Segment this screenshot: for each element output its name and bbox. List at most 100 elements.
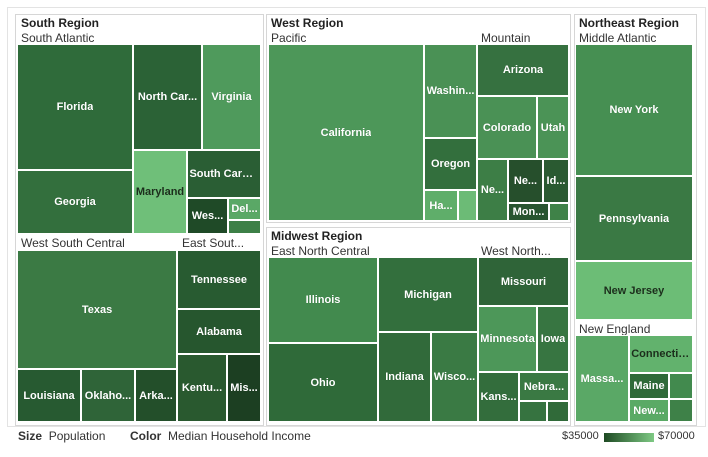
state-label: Wisco... — [433, 371, 476, 383]
state-tile[interactable]: Louisiana — [17, 369, 81, 422]
state-label: New York — [609, 104, 659, 116]
state-label: Florida — [56, 101, 94, 113]
state-tile[interactable]: Ne... — [477, 159, 508, 221]
state-tile[interactable]: Colorado — [477, 96, 537, 159]
state-tile[interactable]: Missouri — [478, 257, 569, 306]
state-tile[interactable]: Arizona — [477, 44, 569, 96]
state-label: Oklaho... — [84, 389, 132, 402]
state-label: Pennsylvania — [598, 212, 670, 225]
state-label: Mis... — [230, 382, 258, 394]
division-title: Mountain — [481, 31, 531, 45]
state-tile[interactable]: Utah — [537, 96, 569, 159]
state-tile[interactable] — [519, 401, 547, 422]
state-tile[interactable]: Georgia — [17, 170, 133, 234]
state-tile[interactable]: Nebra... — [519, 372, 569, 401]
size-measure: Population — [48, 429, 106, 443]
division-title: West North... — [481, 244, 551, 258]
division-title: New England — [579, 322, 651, 336]
state-tile[interactable]: Texas — [17, 250, 177, 369]
state-tile[interactable]: Tennessee — [177, 250, 261, 309]
state-tile[interactable]: New Jersey — [575, 261, 693, 320]
state-tile[interactable] — [547, 401, 569, 422]
state-tile[interactable]: Ne... — [508, 159, 543, 203]
state-tile[interactable]: Ha... — [424, 190, 458, 221]
state-label: Iowa — [540, 333, 566, 345]
state-tile[interactable] — [669, 399, 693, 422]
state-label: Arka... — [139, 389, 173, 402]
state-label: Id... — [546, 175, 566, 187]
state-label: Tennessee — [190, 273, 248, 286]
division-title: South Atlantic — [21, 31, 95, 45]
state-label: Maine — [633, 380, 665, 392]
state-label: New Jersey — [603, 284, 665, 297]
state-label: Missouri — [500, 275, 547, 288]
color-measure: Median Household Income — [168, 429, 311, 443]
color-scale-bar — [604, 433, 654, 442]
state-tile[interactable]: Wes... — [187, 198, 228, 234]
state-tile[interactable]: Indiana — [378, 332, 431, 422]
region-title: South Region — [21, 16, 99, 30]
region-title: Northeast Region — [579, 16, 680, 30]
state-tile[interactable]: New... — [629, 399, 669, 422]
state-label: Texas — [81, 303, 113, 316]
state-label: Illinois — [305, 294, 341, 306]
size-legend: Size Population — [18, 429, 105, 443]
state-tile[interactable]: Kentu... — [177, 354, 227, 422]
state-tile[interactable]: Iowa — [537, 306, 569, 372]
state-tile[interactable]: Wisco... — [431, 332, 478, 422]
state-tile[interactable]: Oklaho... — [81, 369, 135, 422]
state-tile[interactable]: North Car... — [133, 44, 202, 150]
state-label: Kentu... — [181, 382, 223, 394]
state-tile[interactable] — [549, 203, 569, 221]
color-key: Color — [130, 429, 162, 443]
state-label: Washin... — [426, 85, 475, 97]
division-title: East North Central — [271, 244, 370, 258]
division-title: West South Central — [21, 236, 125, 250]
state-tile[interactable]: Michigan — [378, 257, 478, 332]
state-label: Nebra... — [523, 380, 565, 393]
state-label: Oregon — [430, 158, 471, 170]
state-tile[interactable]: Id... — [543, 159, 569, 203]
state-label: Louisiana — [23, 389, 75, 402]
state-label: Minnesota — [480, 333, 535, 345]
state-tile[interactable]: Oregon — [424, 138, 477, 190]
state-tile[interactable] — [228, 220, 261, 234]
state-tile[interactable]: Virginia — [202, 44, 261, 150]
state-label: Wes... — [191, 210, 224, 222]
state-label: Utah — [540, 121, 566, 134]
state-label: South Carol... — [189, 168, 259, 180]
state-tile[interactable]: Illinois — [268, 257, 378, 343]
state-label: Connecticut — [631, 348, 691, 360]
state-tile[interactable] — [458, 190, 477, 221]
state-label: Kans... — [480, 391, 517, 403]
state-tile[interactable]: Alabama — [177, 309, 261, 354]
state-tile[interactable]: Connecticut — [629, 335, 693, 373]
state-label: Michigan — [404, 288, 452, 301]
state-tile[interactable]: Massa... — [575, 335, 629, 422]
state-tile[interactable]: Ohio — [268, 343, 378, 422]
state-tile[interactable]: Del... — [228, 198, 261, 220]
state-label: Maryland — [135, 186, 185, 198]
state-tile[interactable]: Washin... — [424, 44, 477, 138]
state-tile[interactable]: Mis... — [227, 354, 261, 422]
region-title: West Region — [271, 16, 344, 30]
state-tile[interactable]: Arka... — [135, 369, 177, 422]
state-tile[interactable]: Mon... — [508, 203, 549, 221]
state-tile[interactable]: New York — [575, 44, 693, 176]
state-label: Massa... — [580, 372, 624, 385]
state-tile[interactable]: California — [268, 44, 424, 221]
division-title: Middle Atlantic — [579, 31, 657, 45]
state-tile[interactable]: Maryland — [133, 150, 187, 234]
state-tile[interactable]: Florida — [17, 44, 133, 170]
division-title: Pacific — [271, 31, 307, 45]
state-label: Colorado — [482, 121, 532, 134]
state-label: Ne... — [513, 175, 538, 187]
state-tile[interactable]: Minnesota — [478, 306, 537, 372]
state-tile[interactable]: Pennsylvania — [575, 176, 693, 261]
state-tile[interactable] — [669, 373, 693, 399]
state-tile[interactable]: Kans... — [478, 372, 519, 422]
state-tile[interactable]: South Carol... — [187, 150, 261, 198]
state-label: California — [320, 126, 372, 139]
state-tile[interactable]: Maine — [629, 373, 669, 399]
state-label: Georgia — [54, 196, 96, 208]
